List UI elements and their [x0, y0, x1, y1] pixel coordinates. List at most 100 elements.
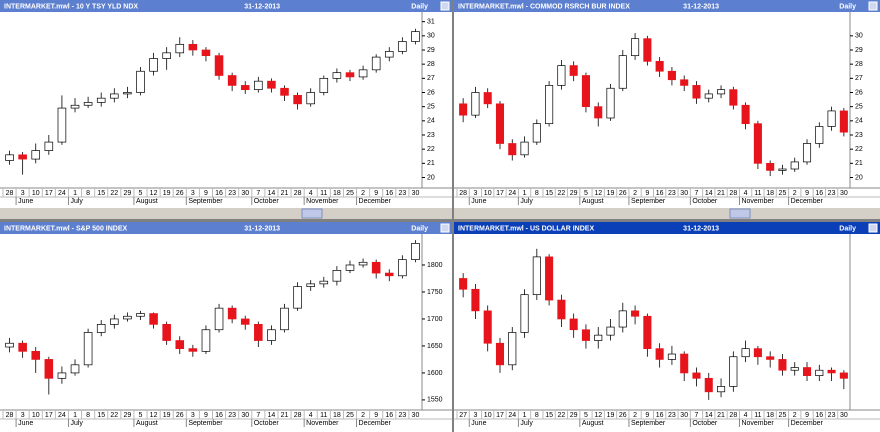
y-tick-label: 27 — [855, 75, 863, 82]
close-button[interactable] — [440, 1, 450, 11]
x-tick-label: 26 — [176, 190, 184, 197]
candle-body — [815, 369, 824, 376]
month-label: July — [520, 420, 533, 427]
candle-body — [618, 310, 627, 328]
month-label: November — [306, 420, 339, 427]
x-tick-label: 3 — [21, 412, 25, 419]
x-tick-label: 22 — [557, 412, 565, 419]
x-tick-label: 16 — [656, 412, 664, 419]
x-tick-label: 2 — [361, 412, 365, 419]
title-bar[interactable] — [0, 0, 452, 12]
candle-body — [569, 65, 578, 76]
window-period: Daily — [839, 3, 856, 10]
x-tick-label: 12 — [150, 190, 158, 197]
candle-body — [520, 294, 529, 333]
scroll-thumb[interactable] — [729, 208, 751, 219]
chart-window[interactable]: INTERMARKET.mwl - S&P 500 INDEX 31-12-201… — [0, 222, 452, 432]
candle-body — [704, 377, 713, 393]
y-tick-label: 21 — [855, 160, 863, 167]
title-bar[interactable] — [454, 222, 880, 234]
candle-body — [5, 154, 14, 161]
window-period: Daily — [411, 3, 428, 10]
candle-body — [123, 92, 132, 95]
x-tick-label: 3 — [473, 412, 477, 419]
candle-body — [18, 154, 27, 160]
month-label: November — [741, 198, 774, 205]
x-tick-label: 3 — [191, 190, 195, 197]
candle-body — [741, 104, 750, 125]
candle-body — [358, 261, 368, 266]
month-label: December — [359, 420, 392, 427]
x-tick-label: 25 — [779, 412, 787, 419]
chart-window[interactable]: INTERMARKET.mwl - COMMOD RSRCH BUR INDEX… — [454, 0, 880, 219]
candle-body — [618, 55, 627, 89]
x-tick-label: 7 — [695, 190, 699, 197]
title-bar[interactable] — [454, 0, 880, 12]
x-tick-label: 4 — [309, 412, 313, 419]
candle-body — [306, 283, 315, 287]
candle-body — [31, 150, 41, 160]
x-tick-label: 23 — [668, 412, 676, 419]
x-tick-label: 29 — [570, 412, 578, 419]
x-tick-label: 3 — [473, 190, 477, 197]
candle-body — [827, 110, 836, 127]
x-tick-label: 18 — [333, 412, 341, 419]
candle-body — [827, 369, 836, 374]
candle-body — [358, 69, 368, 78]
candle-body — [839, 110, 848, 133]
candle-body — [459, 278, 468, 290]
candle-body — [545, 85, 554, 125]
x-tick-label: 9 — [204, 412, 208, 419]
candle-body — [83, 102, 93, 106]
x-tick-label: 7 — [256, 412, 260, 419]
x-tick-label: 28 — [459, 190, 467, 197]
close-button[interactable] — [868, 1, 878, 11]
candle-body — [306, 92, 315, 105]
x-tick-label: 22 — [110, 412, 118, 419]
x-tick-label: 4 — [744, 412, 748, 419]
scrollbar[interactable] — [0, 208, 452, 219]
candle-body — [31, 350, 41, 360]
candle-body — [345, 264, 355, 271]
month-label: December — [359, 198, 392, 205]
candle-body — [459, 103, 468, 116]
candle-body — [371, 56, 381, 71]
x-tick-label: 8 — [535, 412, 539, 419]
x-tick-label: 19 — [163, 190, 171, 197]
candle-body — [766, 162, 775, 171]
candle-body — [371, 261, 381, 274]
x-tick-label: 30 — [241, 190, 249, 197]
candle-body — [790, 367, 799, 371]
candle-body — [280, 87, 289, 96]
candle-body — [520, 141, 529, 156]
chart-window[interactable]: INTERMARKET.mwl - US DOLLAR INDEX 31-12-2… — [454, 222, 880, 432]
x-tick-label: 7 — [695, 412, 699, 419]
scroll-thumb[interactable] — [301, 208, 323, 219]
candle-body — [214, 307, 224, 331]
x-tick-label: 14 — [268, 412, 276, 419]
close-button[interactable] — [440, 223, 450, 233]
x-tick-label: 12 — [594, 190, 602, 197]
scrollbar[interactable] — [454, 208, 880, 219]
y-tick-label: 31 — [427, 19, 435, 26]
x-tick-label: 3 — [191, 412, 195, 419]
month-label: November — [741, 420, 774, 427]
candle-body — [149, 58, 158, 72]
title-bar[interactable] — [0, 222, 452, 234]
y-tick-label: 23 — [427, 132, 435, 139]
chart-window[interactable]: INTERMARKET.mwl - 10 Y TSY YLD NDX 31-12-… — [0, 0, 452, 219]
candle-body — [594, 106, 603, 119]
x-tick-label: 12 — [594, 412, 602, 419]
window-date: 31-12-2013 — [244, 3, 280, 10]
x-tick-label: 15 — [97, 190, 105, 197]
x-tick-label: 4 — [309, 190, 313, 197]
candle-body — [332, 72, 342, 79]
x-tick-label: 2 — [793, 190, 797, 197]
x-tick-label: 15 — [545, 412, 553, 419]
candle-body — [57, 107, 67, 143]
candle-body — [384, 51, 394, 58]
candle-body — [411, 31, 420, 42]
close-button[interactable] — [868, 223, 878, 233]
x-tick-label: 12 — [150, 412, 158, 419]
